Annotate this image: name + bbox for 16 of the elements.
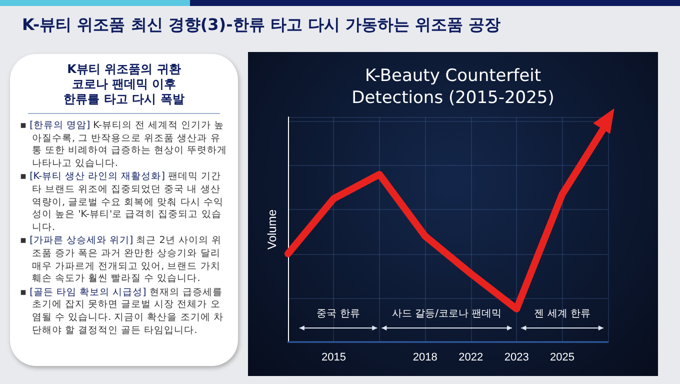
text: K-뷰티 위조품 최신 경향(3)-한류 타고 다시 가동하는 위조품 공장 (22, 15, 501, 36)
annotation: 사드 갈등/코로나 팬데믹 (392, 308, 502, 320)
annotation: 젠 세계 한류 (534, 308, 590, 320)
chart-title: K-Beauty Counterfeit Detections (2015-2025) (352, 66, 554, 108)
text: K뷰티 위조품의 귀환 코로나 팬데믹 이후 한류를 타고 다시 폭발 (28, 62, 220, 114)
x-tick-label: 2015 (321, 352, 346, 364)
text: ▪ [K-뷰티 생산 라인의 재활성화] 팬데믹 기간 타 브랜드 위조에 집중되었던 중국 내 생산 역량이, 글로벌 수요 회복에 맞춰 다시 수익성이 높은 'K-뷰티'로 급격히 집중되고 있습니다. (20, 171, 224, 234)
x-tick-label: 2025 (550, 352, 575, 364)
text: ▪ [골든 타임 확보의 시급성] 현재의 급증세를 초기에 잡지 못하면 글로벌 시장 전체가 오염될 수 있습니다. 지금이 확산을 조기에 차단해야 할 결정적인 골든 타임입니다. (20, 286, 224, 338)
y-axis-title: Volume (265, 209, 279, 250)
text: ▪ [가파른 상승세와 위기] 최근 2년 사이의 위조품 증가 폭은 과거 완만한 상승기와 달리 매우 가파르게 전개되고 있어, 브랜드 가치 훼손 속도가 훨씬 빨라질 수 있습니다. (20, 235, 222, 286)
text: ▪ [한류의 명암] K-뷰티의 전 세계적 인기가 높아질수록, 그 반작용으로 위조품 생산과 유통 또한 비례하여 급증하는 현상이 뚜렷하게 나타나고 있습니다. (20, 120, 228, 170)
x-tick-label: 2022 (458, 352, 484, 364)
annotation: 중국 한류 (316, 308, 360, 320)
x-tick-label: 2023 (504, 352, 529, 364)
x-tick-label: 2018 (412, 352, 438, 364)
